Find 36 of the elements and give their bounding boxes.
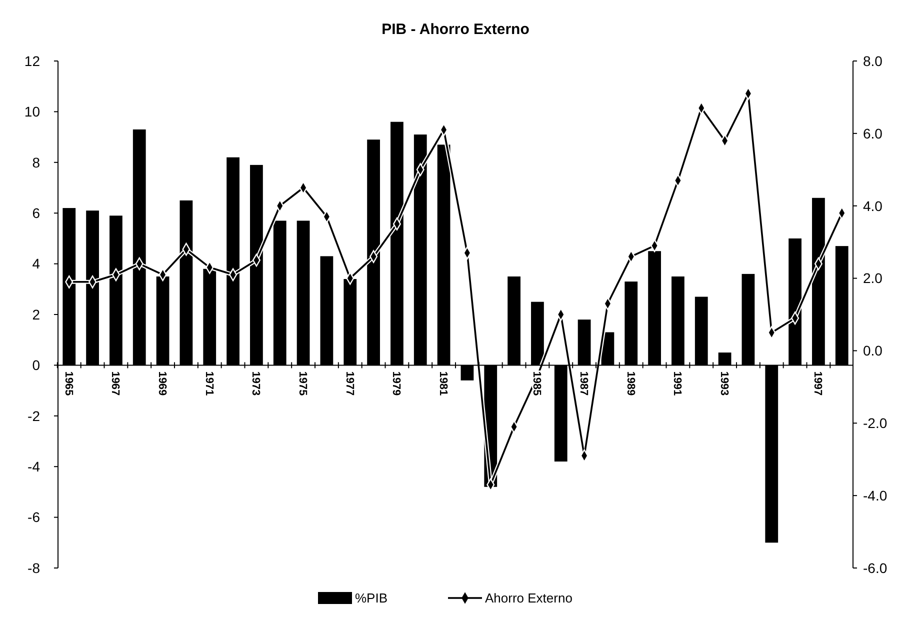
x-tick-label: 1967 — [109, 371, 122, 396]
x-tick-label: 1991 — [671, 371, 684, 396]
y-tick-label: -2 — [28, 408, 40, 424]
y2-tick-label: 8.0 — [863, 52, 883, 69]
chart-title: PIB - Ahorro Externo — [382, 21, 530, 38]
y2-tick-label: 4.0 — [863, 198, 883, 214]
x-tick-label: 1973 — [250, 371, 262, 396]
legend-label: Ahorro Externo — [485, 590, 572, 606]
y2-tick-label: 0.0 — [863, 342, 883, 359]
x-tick-label: 1987 — [577, 371, 590, 396]
x-tick-label: 1965 — [62, 371, 74, 396]
y-tick-label: -6 — [28, 509, 40, 526]
y2-tick-label: -4.0 — [863, 487, 888, 504]
x-tick-label: 1979 — [390, 371, 402, 396]
y2-tick-label: 2.0 — [863, 270, 883, 286]
y2-tick-label: 6.0 — [863, 125, 883, 142]
x-tick-label: 1989 — [624, 371, 636, 396]
x-tick-label: 1971 — [202, 371, 215, 396]
y-tick-label: 0 — [32, 357, 40, 374]
y2-tick-label: -2.0 — [863, 415, 888, 432]
y-tick-label: 6 — [32, 205, 40, 221]
x-tick-label: 1981 — [436, 371, 449, 396]
x-tick-label: 1997 — [812, 371, 824, 396]
y-tick-label: 12 — [24, 52, 40, 69]
y2-tick-label: -6.0 — [863, 560, 888, 576]
x-tick-label: 1977 — [343, 371, 356, 396]
x-tick-label: 1969 — [156, 371, 168, 396]
y-tick-label: 8 — [32, 154, 40, 170]
legend-label: %PIB — [355, 590, 388, 606]
y-tick-label: 4 — [32, 256, 40, 272]
y-tick-label: -8 — [28, 560, 40, 576]
y-tick-label: -4 — [28, 458, 40, 474]
x-tick-label: 1975 — [296, 371, 308, 396]
y-tick-label: 10 — [24, 104, 40, 120]
x-tick-label: 1993 — [718, 371, 730, 396]
y-tick-label: 2 — [32, 306, 40, 322]
